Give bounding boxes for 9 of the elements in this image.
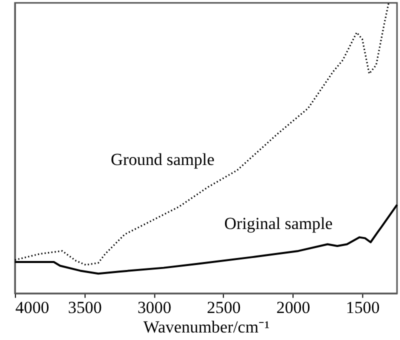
x-tick-label: 4000 [15, 298, 50, 317]
x-tick-label: 2500 [206, 298, 241, 317]
x-tick-label: 1500 [346, 298, 380, 317]
series-label: Ground sample [110, 150, 214, 170]
x-tick-label: 2000 [276, 298, 310, 317]
x-tick-label: 3000 [137, 298, 172, 317]
series-label: Original sample [224, 214, 333, 234]
x-tick-label: 3500 [68, 298, 102, 317]
x-axis-title: Wavenumber/cm⁻¹ [143, 318, 270, 337]
